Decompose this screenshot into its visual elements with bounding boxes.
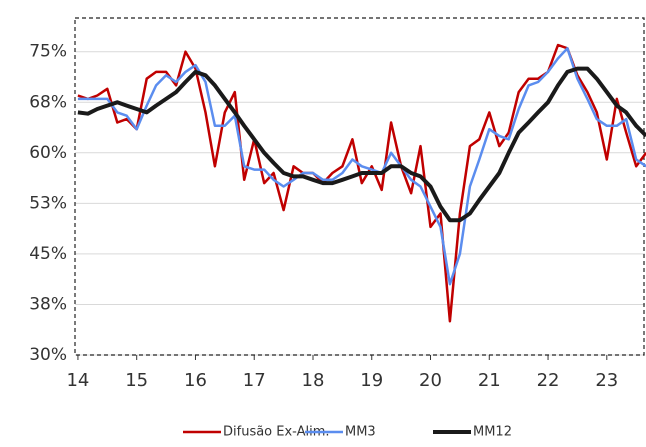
y-tick-label: 38% <box>29 294 67 314</box>
x-tick-label: 19 <box>360 370 383 391</box>
legend-label: MM3 <box>345 425 376 440</box>
series-line <box>77 47 646 286</box>
x-tick-label: 18 <box>302 370 325 391</box>
y-tick-label: 60% <box>29 143 67 163</box>
legend-label: MM12 <box>473 425 512 440</box>
series-line <box>77 43 646 323</box>
y-tick-label: 75% <box>29 42 67 62</box>
legend-label: Difusão Ex-Alim. <box>223 425 330 440</box>
x-tick-label: 16 <box>184 370 207 391</box>
x-tick-label: 17 <box>243 370 266 391</box>
x-tick-label: 23 <box>595 370 618 391</box>
x-tick-label: 22 <box>537 370 560 391</box>
x-tick-label: 21 <box>478 370 501 391</box>
x-tick-label: 20 <box>419 370 442 391</box>
y-tick-label: 53% <box>29 193 67 213</box>
y-tick-label: 45% <box>29 244 67 264</box>
x-tick-label: 14 <box>66 370 89 391</box>
y-tick-label: 68% <box>29 92 67 112</box>
plot-frame <box>74 17 645 356</box>
series-line <box>77 66 646 223</box>
y-tick-label: 30% <box>29 345 67 365</box>
x-tick-label: 15 <box>125 370 148 391</box>
